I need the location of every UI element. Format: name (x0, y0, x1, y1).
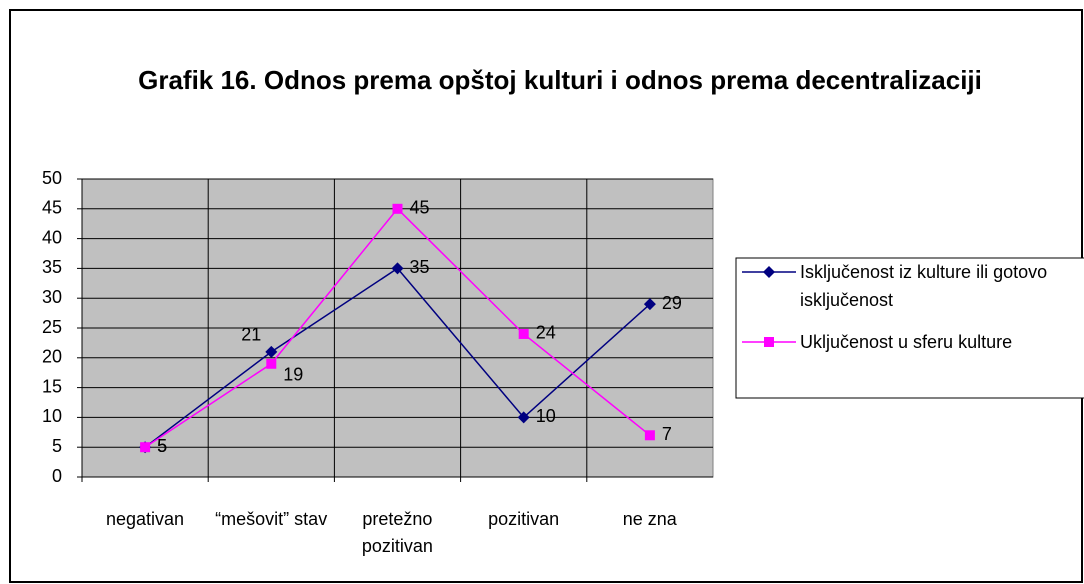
marker (643, 298, 656, 311)
x-tick-label: “mešovit” stav (215, 509, 328, 529)
data-label: 10 (536, 406, 556, 426)
x-tick-label: pretežno pozitivan (361, 509, 433, 556)
marker (763, 266, 775, 278)
data-label: 45 (410, 198, 430, 218)
data-label: 5 (157, 436, 167, 456)
marker (392, 203, 403, 214)
x-tick-label: negativan (105, 509, 185, 529)
y-tick-label: 20 (42, 347, 62, 367)
legend-label: Isključenost iz kulture ili gotovo isklj… (800, 262, 1048, 310)
legend-box (735, 257, 1084, 399)
data-label: 5 (157, 436, 167, 456)
y-tick-label: 30 (42, 287, 62, 307)
data-label: 21 (241, 325, 261, 345)
marker (265, 345, 278, 358)
marker (518, 328, 529, 339)
marker (517, 411, 530, 424)
y-tick-label: 50 (42, 168, 62, 188)
chart-title: Grafik 16. Odnos prema opštoj kulturi i … (138, 65, 982, 95)
data-label: 19 (283, 365, 303, 385)
data-label: 7 (662, 424, 672, 444)
x-tick-label: pozitivan (488, 509, 560, 529)
y-tick-label: 0 (52, 466, 62, 486)
marker (644, 430, 655, 441)
marker (391, 262, 404, 275)
y-tick-label: 10 (42, 406, 62, 426)
y-tick-label: 35 (42, 257, 62, 277)
y-tick-label: 15 (42, 376, 62, 396)
y-tick-label: 45 (42, 198, 62, 218)
marker (140, 442, 151, 453)
legend-label: Uključenost u sferu kulture (800, 332, 1013, 352)
marker (764, 337, 774, 347)
x-tick-label: ne zna (622, 509, 677, 529)
data-label: 24 (536, 323, 556, 343)
y-tick-label: 40 (42, 227, 62, 247)
y-tick-label: 5 (52, 436, 62, 456)
y-tick-label: 25 (42, 317, 62, 337)
data-label: 29 (662, 293, 682, 313)
marker (266, 358, 277, 369)
data-label: 35 (410, 257, 430, 277)
